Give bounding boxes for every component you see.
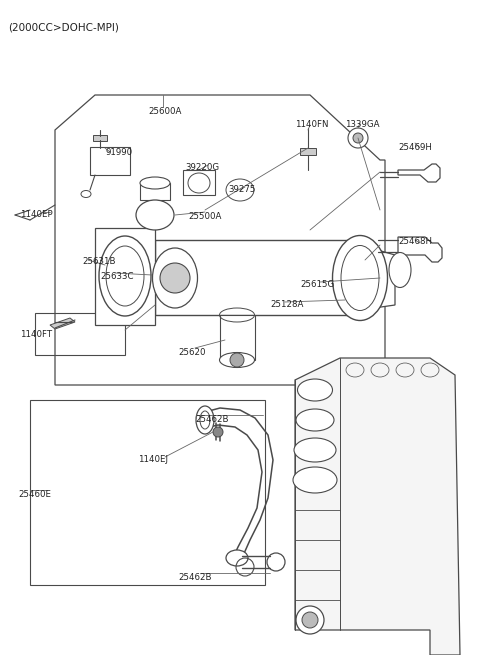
Circle shape [296,606,324,634]
Ellipse shape [219,352,254,367]
Text: 25600A: 25600A [148,107,181,116]
Circle shape [230,353,244,367]
Polygon shape [95,228,155,325]
Polygon shape [90,147,130,175]
Ellipse shape [294,438,336,462]
Polygon shape [50,318,75,329]
Text: 1339GA: 1339GA [345,120,380,129]
Ellipse shape [389,252,411,288]
Ellipse shape [136,200,174,230]
Circle shape [160,263,190,293]
Circle shape [213,427,223,437]
Polygon shape [140,183,170,200]
Polygon shape [398,237,442,262]
Text: 1140EP: 1140EP [20,210,53,219]
Polygon shape [93,135,107,141]
Polygon shape [155,240,360,315]
Polygon shape [398,164,440,182]
Text: 1140FN: 1140FN [295,120,328,129]
Text: 39275: 39275 [228,185,255,194]
Text: 25631B: 25631B [82,257,116,266]
Ellipse shape [99,236,151,316]
Ellipse shape [196,406,214,434]
Ellipse shape [188,173,210,193]
Polygon shape [295,358,460,655]
Ellipse shape [333,236,387,320]
Polygon shape [220,315,255,360]
Ellipse shape [140,177,170,189]
Text: 25468H: 25468H [398,237,432,246]
Ellipse shape [153,248,197,308]
Ellipse shape [81,191,91,198]
Text: 25462B: 25462B [178,573,212,582]
Text: 25460E: 25460E [18,490,51,499]
Text: 25128A: 25128A [270,300,303,309]
Text: 25620: 25620 [178,348,205,357]
Polygon shape [300,148,316,155]
Text: 39220G: 39220G [185,163,219,172]
Text: 1140FT: 1140FT [20,330,52,339]
Text: 25469H: 25469H [398,143,432,152]
Text: (2000CC>DOHC-MPI): (2000CC>DOHC-MPI) [8,22,119,32]
Ellipse shape [293,467,337,493]
Polygon shape [183,170,215,195]
Ellipse shape [298,379,333,401]
Text: 25633C: 25633C [100,272,133,281]
Text: 1140EJ: 1140EJ [138,455,168,464]
Circle shape [348,128,368,148]
Polygon shape [360,245,395,310]
Ellipse shape [226,550,248,566]
Text: 25462B: 25462B [195,415,228,424]
Circle shape [302,612,318,628]
Circle shape [353,133,363,143]
Text: 91990: 91990 [105,148,132,157]
Text: 25615G: 25615G [300,280,334,289]
Ellipse shape [296,409,334,431]
Text: 25500A: 25500A [188,212,221,221]
